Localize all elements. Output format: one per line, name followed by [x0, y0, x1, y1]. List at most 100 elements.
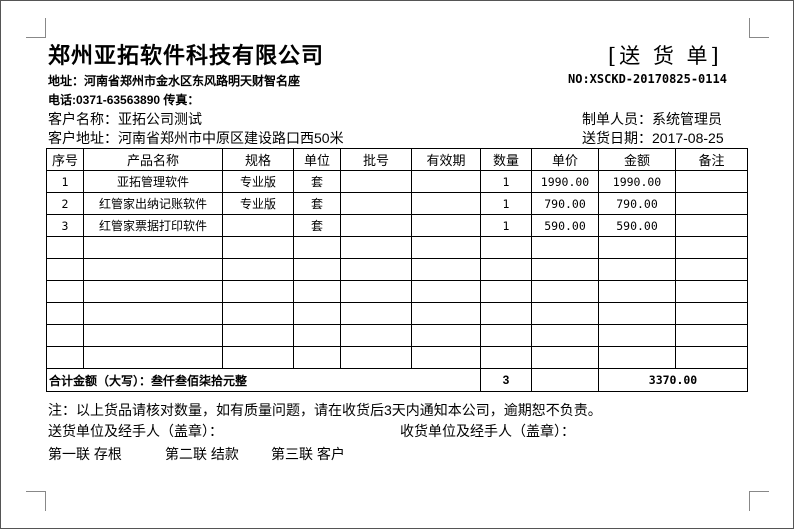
- table-cell: 1990.00: [531, 170, 599, 193]
- table-cell: [411, 302, 481, 325]
- table-cell: [46, 280, 84, 303]
- table-cell: [480, 324, 532, 347]
- table-cell: [531, 258, 599, 281]
- table-cell: [411, 324, 481, 347]
- table-cell: [46, 302, 84, 325]
- table-row: [46, 346, 748, 369]
- table-cell: [222, 258, 294, 281]
- table-cell: [340, 302, 412, 325]
- table-cell: 套: [293, 192, 341, 215]
- column-header: 金额: [598, 148, 676, 171]
- table-cell: [222, 214, 294, 237]
- customer-address: 客户地址：河南省郑州市中原区建设路口西50米: [48, 130, 344, 146]
- crop-mark-top-right: [749, 18, 769, 38]
- table-cell: [411, 346, 481, 369]
- table-row: [46, 258, 748, 281]
- table-cell: [222, 280, 294, 303]
- column-header: 序号: [46, 148, 84, 171]
- table-cell: [340, 324, 412, 347]
- table-cell: [340, 192, 412, 215]
- table-cell: [293, 280, 341, 303]
- total-row: 合计金额（大写）：叁仟叁佰柒拾元整 3 3370.00: [46, 368, 748, 392]
- items-table: 序号 产品名称 规格 单位 批号 有效期 数量 单价 金额 备注 1 亚拓管理软件 专业版套 1 1990.…: [46, 148, 748, 392]
- table-cell: [46, 258, 84, 281]
- receiver-signature: 收货单位及经手人（盖章）：: [400, 423, 575, 439]
- crop-mark-bottom-right: [749, 491, 769, 511]
- table-row: 1 亚拓管理软件 专业版套 1 1990.00 1990.00: [46, 170, 748, 193]
- table-cell: [293, 324, 341, 347]
- table-cell: 790.00: [598, 192, 676, 215]
- table-cell: 590.00: [531, 214, 599, 237]
- table-cell: [598, 324, 676, 347]
- document-number: NO:XSCKD-20170825-0114: [568, 72, 727, 86]
- table-header-row: 序号 产品名称 规格 单位 批号 有效期 数量 单价 金额 备注: [46, 148, 748, 171]
- table-cell: 3: [46, 214, 84, 237]
- note: 注：以上货品请核对数量，如有质量问题，请在收货后3天内通知本公司，逾期恕不负责。: [48, 402, 602, 418]
- table-cell: [340, 170, 412, 193]
- column-header: 产品名称: [83, 148, 223, 171]
- table-cell: [411, 258, 481, 281]
- table-cell: [340, 280, 412, 303]
- total-quantity: 3: [480, 368, 532, 392]
- table-cell: [293, 346, 341, 369]
- table-cell: [293, 302, 341, 325]
- table-cell: 专业版: [222, 170, 294, 193]
- table-cell: [675, 236, 748, 259]
- customer-name: 客户名称：亚拓公司测试: [48, 111, 202, 127]
- table-cell: [46, 236, 84, 259]
- table-cell: [46, 346, 84, 369]
- total-amount: 3370.00: [598, 368, 748, 392]
- company-name: 郑州亚拓软件科技有限公司: [48, 43, 325, 69]
- table-cell: [222, 324, 294, 347]
- company-address: 地址：河南省郑州市金水区东风路明天财智名座: [48, 74, 301, 88]
- table-cell: 590.00: [598, 214, 676, 237]
- table-cell: [531, 324, 599, 347]
- table-cell: 套: [293, 214, 341, 237]
- delivery-date: 送货日期：2017-08-25: [582, 130, 724, 146]
- table-cell: [83, 324, 223, 347]
- column-header: 备注: [675, 148, 748, 171]
- crop-mark-top-left: [26, 18, 46, 38]
- table-row: 3 红管家票据打印软件套 1 590.00 590.00: [46, 214, 748, 237]
- table-cell: [480, 236, 532, 259]
- crop-mark-bottom-left: [26, 491, 46, 511]
- table-row: [46, 302, 748, 325]
- table-cell: 1: [46, 170, 84, 193]
- table-cell: [411, 214, 481, 237]
- column-header: 规格: [222, 148, 294, 171]
- table-cell: [83, 302, 223, 325]
- table-cell: [675, 258, 748, 281]
- column-header: 批号: [340, 148, 412, 171]
- document-title: [送 货 单]: [608, 44, 722, 68]
- table-cell: [222, 302, 294, 325]
- table-cell: [675, 192, 748, 215]
- table-cell: 红管家出纳记账软件: [83, 192, 223, 215]
- table-cell: [83, 346, 223, 369]
- table-cell: 1: [480, 170, 532, 193]
- table-cell: 1990.00: [598, 170, 676, 193]
- table-cell: [598, 302, 676, 325]
- table-cell: 套: [293, 170, 341, 193]
- table-cell: [598, 236, 676, 259]
- table-cell: [531, 236, 599, 259]
- table-cell: [531, 302, 599, 325]
- table-cell: [411, 192, 481, 215]
- table-cell: [675, 280, 748, 303]
- total-amount-words: 合计金额（大写）：叁仟叁佰柒拾元整: [46, 368, 481, 392]
- table-row: [46, 236, 748, 259]
- column-header: 单位: [293, 148, 341, 171]
- table-cell: [46, 324, 84, 347]
- company-phone: 电话:0371-63563890 传真：: [48, 93, 200, 107]
- table-cell: [480, 346, 532, 369]
- table-cell: [340, 346, 412, 369]
- total-price-empty: [531, 368, 599, 392]
- table-cell: 红管家票据打印软件: [83, 214, 223, 237]
- table-cell: [83, 258, 223, 281]
- table-cell: [598, 280, 676, 303]
- table-cell: [480, 302, 532, 325]
- table-cell: [83, 280, 223, 303]
- column-header: 单价: [531, 148, 599, 171]
- table-row: [46, 280, 748, 303]
- table-cell: [411, 280, 481, 303]
- table-cell: [340, 258, 412, 281]
